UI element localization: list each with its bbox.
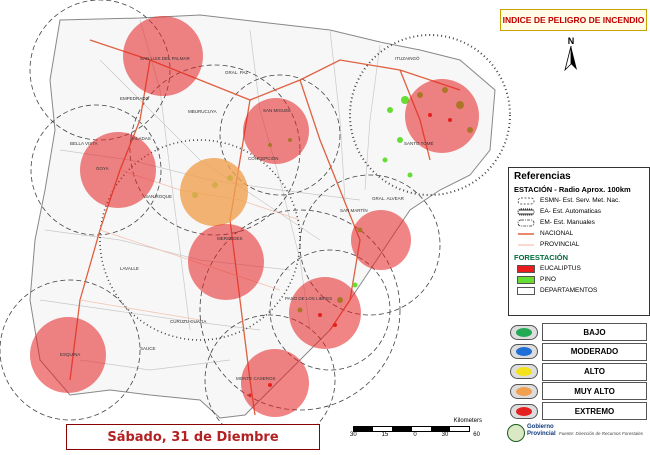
- place-label: GRAL. ALVEAR: [372, 196, 405, 201]
- risk-swatch-icon: [510, 403, 538, 419]
- place-label: GRAL. PAZ: [225, 70, 248, 75]
- pine-swatch-icon: [517, 275, 535, 284]
- place-label: SAUCE: [140, 346, 156, 351]
- zone-monte-caseros: [241, 349, 309, 417]
- legend-label: PROVINCIAL: [540, 241, 580, 248]
- legend-label: PINO: [540, 276, 556, 283]
- data-source: Fuente: Dirección de Recursos Forestales: [559, 431, 644, 436]
- place-label: GOYA: [96, 166, 109, 171]
- forecast-date: Sábado, 31 de Diembre: [66, 424, 320, 450]
- zone-paso-de-los-libres: [351, 210, 411, 270]
- risk-label: ALTO: [542, 362, 647, 381]
- risk-zones: [30, 16, 479, 417]
- scale-unit: Kilometers: [453, 418, 482, 424]
- legend-station-esmn: ESMN- Est. Serv. Met. Nac.: [517, 195, 649, 206]
- legend-station-em: EM- Est. Manuales: [517, 217, 649, 228]
- scale-tick: 30: [350, 432, 357, 438]
- place-label: SALADAS: [130, 136, 151, 141]
- north-arrow: N: [556, 36, 586, 76]
- government-logo: Gobierno Provincial Fuente: Dirección de…: [503, 420, 648, 450]
- risk-label: MODERADO: [542, 342, 647, 361]
- place-label: EMPEDRADO: [120, 96, 150, 101]
- scale-tick: 15: [381, 432, 389, 438]
- legend-forest-eucaliptus: EUCALIPTUS: [517, 263, 649, 274]
- national-road-icon: [518, 232, 534, 235]
- zone-curuzu-cuatia: [289, 277, 361, 349]
- legend-station-heading: ESTACIÓN - Radio Aprox. 100km: [514, 185, 631, 194]
- department-swatch-icon: [517, 286, 535, 295]
- zone-mercedes: [188, 224, 264, 300]
- legend-station-ea: EA- Est. Automaticas: [517, 206, 649, 217]
- zone-bella-vista: [80, 132, 156, 208]
- place-label: SAN MARTÍN: [340, 207, 368, 213]
- logo-line2: Provincial: [527, 430, 556, 437]
- place-label: MONTE CASEROS: [236, 376, 276, 381]
- place-labels: SANTO TOMÉ GRAL. PAZ CONCEPCIÓN SAN ROQU…: [60, 55, 434, 381]
- scale-ticks: 30 15 0 30 60: [350, 432, 480, 438]
- place-label: LAVALLE: [120, 266, 139, 271]
- zone-concepcion: [180, 158, 248, 226]
- scale-bar: Kilometers 30 15 0 30 60: [350, 418, 490, 444]
- legend-title: Referencias: [514, 171, 571, 182]
- scale-bar-graphic: [353, 426, 470, 432]
- risk-level-legend: BAJO MODERADO ALTO MUY ALTO EXTREMO: [510, 323, 647, 422]
- zone-san-miguel: [243, 98, 309, 164]
- place-label: MERCEDES: [217, 236, 243, 241]
- place-label: CURUZU CUATIA: [170, 319, 206, 324]
- north-label: N: [567, 36, 575, 46]
- legend-label: EUCALIPTUS: [540, 265, 581, 272]
- legend-road-nacional: NACIONAL: [517, 228, 649, 239]
- place-label: PASO DE LOS LIBRES: [285, 296, 332, 301]
- risk-swatch-icon: [510, 383, 538, 399]
- risk-label: MUY ALTO: [542, 382, 647, 401]
- risk-label: EXTREMO: [542, 402, 647, 421]
- dashed-circle-icon: [517, 197, 535, 204]
- zone-santo-tome: [405, 79, 479, 153]
- legend-road-provincial: PROVINCIAL: [517, 239, 649, 250]
- risk-swatch-icon: [510, 364, 538, 380]
- scale-tick: 30: [441, 432, 449, 438]
- map-title: INDICE DE PELIGRO DE INCENDIO: [500, 9, 647, 31]
- place-label: CONCEPCIÓN: [248, 155, 279, 161]
- legend-forest-heading: FORESTACIÓN: [514, 253, 569, 262]
- legend-departamentos: DEPARTAMENTOS: [517, 285, 649, 296]
- scale-tick: 60: [473, 432, 480, 438]
- zone-san-luis-del-palmar: [123, 16, 203, 96]
- legend-label: EA- Est. Automaticas: [540, 208, 602, 215]
- provincial-seal-icon: [507, 424, 525, 442]
- eucalyptus-swatch-icon: [517, 264, 535, 273]
- place-label: SAN ROQUE: [145, 194, 172, 199]
- scale-tick: 0: [413, 432, 417, 438]
- risk-row-alto: ALTO: [510, 362, 647, 381]
- legend-panel: Referencias ESTACIÓN - Radio Aprox. 100k…: [508, 167, 650, 316]
- logo-text: Gobierno Provincial: [527, 424, 556, 437]
- place-label: MBURUCUYA: [188, 109, 217, 114]
- legend-label: DEPARTAMENTOS: [540, 287, 598, 294]
- risk-row-muy-alto: MUY ALTO: [510, 382, 647, 401]
- place-label: SAN LUIS DEL PALMAR: [140, 56, 191, 61]
- place-label: SANTO TOMÉ: [404, 140, 434, 146]
- hatched-circle-icon: [517, 207, 535, 216]
- place-label: BELLA VISTA: [70, 141, 98, 146]
- logo-line1: Gobierno: [527, 424, 554, 430]
- risk-row-extremo: EXTREMO: [510, 402, 647, 421]
- legend-label: ESMN- Est. Serv. Met. Nac.: [540, 197, 621, 204]
- dash-dot-circle-icon: [517, 219, 535, 226]
- legend-forest-pino: PINO: [517, 274, 649, 285]
- provincial-road-icon: [518, 243, 534, 246]
- risk-label: BAJO: [542, 323, 647, 341]
- risk-row-bajo: BAJO: [510, 323, 647, 341]
- risk-swatch-icon: [510, 344, 538, 360]
- risk-row-moderado: MODERADO: [510, 342, 647, 361]
- legend-label: NACIONAL: [540, 230, 574, 237]
- risk-swatch-icon: [510, 324, 538, 340]
- place-label: SAN MIGUEL: [263, 108, 291, 113]
- place-label: ESQUINA: [60, 352, 80, 357]
- legend-label: EM- Est. Manuales: [540, 219, 595, 226]
- north-arrow-icon: [564, 45, 577, 72]
- zone-esquina: [30, 317, 106, 393]
- place-label: ITUZAINGÓ: [395, 55, 420, 61]
